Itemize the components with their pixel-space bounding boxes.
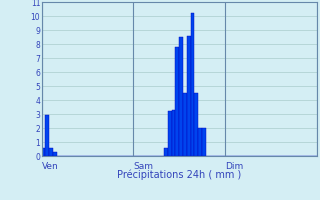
Bar (202, 128, 206, 156)
Text: Dim: Dim (225, 162, 243, 171)
X-axis label: Précipitations 24h ( mm ): Précipitations 24h ( mm ) (117, 170, 241, 180)
Bar (183, 93, 187, 156)
Bar (198, 128, 202, 156)
Bar (45, 115, 49, 156)
Bar (195, 93, 198, 156)
Bar (49, 148, 53, 156)
Bar (191, 13, 195, 156)
Bar (172, 110, 175, 156)
Text: Ven: Ven (42, 162, 58, 171)
Bar (42, 148, 45, 156)
Bar (168, 111, 172, 156)
Bar (175, 47, 179, 156)
Bar (179, 37, 183, 156)
Text: Sam: Sam (133, 162, 153, 171)
Bar (164, 148, 168, 156)
Bar (53, 152, 57, 156)
Bar (187, 36, 191, 156)
